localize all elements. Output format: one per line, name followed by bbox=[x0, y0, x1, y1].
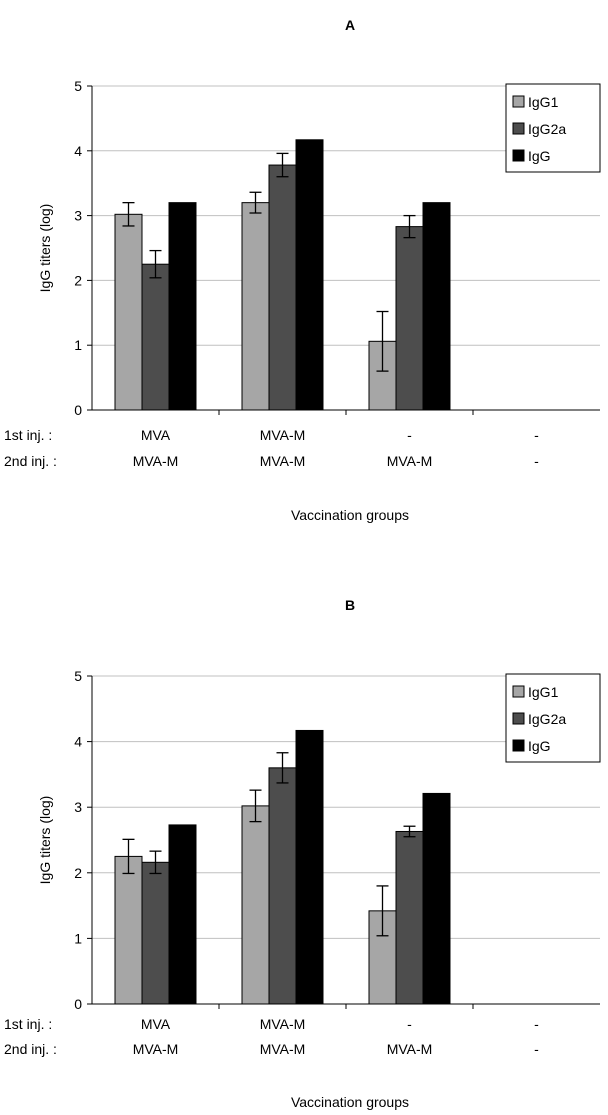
category-label-first: MVA-M bbox=[260, 1016, 306, 1032]
bar-igg1 bbox=[242, 203, 269, 410]
y-tick-label: 1 bbox=[74, 930, 82, 946]
y-tick-label: 4 bbox=[74, 143, 82, 159]
legend-swatch-igg2a bbox=[513, 713, 524, 724]
bar-igg1 bbox=[115, 214, 142, 410]
y-tick-label: 2 bbox=[74, 865, 82, 881]
category-label-second: MVA-M bbox=[260, 453, 306, 469]
legend-swatch-igg1 bbox=[513, 686, 524, 697]
legend-label-igg2a: IgG2a bbox=[528, 711, 566, 727]
category-label-second: - bbox=[534, 453, 539, 469]
category-label-second: - bbox=[534, 1041, 539, 1057]
y-tick-label: 5 bbox=[74, 668, 82, 684]
bar-igg2a bbox=[142, 264, 169, 410]
bar-igg bbox=[296, 730, 323, 1004]
legend-label-igg: IgG bbox=[528, 148, 551, 164]
y-tick-label: 0 bbox=[74, 402, 82, 418]
row-label-first-injection: 1st inj. : bbox=[4, 1016, 52, 1032]
legend-swatch-igg bbox=[513, 150, 524, 161]
y-tick-label: 0 bbox=[74, 996, 82, 1012]
legend-swatch-igg2a bbox=[513, 123, 524, 134]
category-label-second: MVA-M bbox=[133, 453, 179, 469]
row-label-first-injection: 1st inj. : bbox=[4, 427, 52, 443]
category-label-first: - bbox=[534, 427, 539, 443]
bar-igg1 bbox=[242, 806, 269, 1004]
y-tick-label: 3 bbox=[74, 799, 82, 815]
row-label-second-injection: 2nd inj. : bbox=[4, 1041, 57, 1057]
bar-igg bbox=[296, 140, 323, 410]
chart-title: A bbox=[345, 17, 355, 33]
y-tick-label: 4 bbox=[74, 734, 82, 750]
y-axis-label: IgG titers (log) bbox=[37, 204, 53, 293]
bar-igg bbox=[423, 203, 450, 410]
category-label-second: MVA-M bbox=[387, 1041, 433, 1057]
chart-a: A 0 1 2 3 4 5 IgG titers (log) MVA MVA-M MVA-M MVA-… bbox=[4, 17, 600, 523]
bar-igg2a bbox=[269, 165, 296, 410]
category-label-first: MVA bbox=[141, 1016, 171, 1032]
category-label-first: - bbox=[534, 1016, 539, 1032]
y-axis-label: IgG titers (log) bbox=[37, 796, 53, 885]
bar-igg2a bbox=[269, 768, 296, 1004]
row-label-second-injection: 2nd inj. : bbox=[4, 453, 57, 469]
y-tick-label: 3 bbox=[74, 208, 82, 224]
category-label-first: MVA-M bbox=[260, 427, 306, 443]
category-label-second: MVA-M bbox=[133, 1041, 179, 1057]
bar-igg bbox=[169, 203, 196, 410]
legend-swatch-igg1 bbox=[513, 96, 524, 107]
chart-title: B bbox=[345, 597, 355, 613]
category-label-first: MVA bbox=[141, 427, 171, 443]
bar-igg2a bbox=[396, 227, 423, 410]
legend-label-igg1: IgG1 bbox=[528, 684, 559, 700]
category-label-second: MVA-M bbox=[260, 1041, 306, 1057]
bar-igg bbox=[423, 793, 450, 1004]
legend-label-igg: IgG bbox=[528, 738, 551, 754]
y-tick-label: 1 bbox=[74, 337, 82, 353]
legend-label-igg2a: IgG2a bbox=[528, 121, 566, 137]
chart-b: B 0 1 2 3 4 5 IgG titers (log) MVA MVA-M MVA-M MVA-… bbox=[4, 597, 600, 1110]
bar-igg1 bbox=[115, 856, 142, 1004]
legend-swatch-igg bbox=[513, 740, 524, 751]
bar-igg2a bbox=[142, 862, 169, 1004]
bar-igg2a bbox=[396, 831, 423, 1004]
legend-label-igg1: IgG1 bbox=[528, 94, 559, 110]
category-label-first: - bbox=[407, 427, 412, 443]
x-axis-label: Vaccination groups bbox=[291, 1094, 409, 1110]
category-label-first: - bbox=[407, 1016, 412, 1032]
y-tick-label: 2 bbox=[74, 272, 82, 288]
y-tick-label: 5 bbox=[74, 78, 82, 94]
bar-igg bbox=[169, 825, 196, 1004]
x-axis-label: Vaccination groups bbox=[291, 507, 409, 523]
category-label-second: MVA-M bbox=[387, 453, 433, 469]
